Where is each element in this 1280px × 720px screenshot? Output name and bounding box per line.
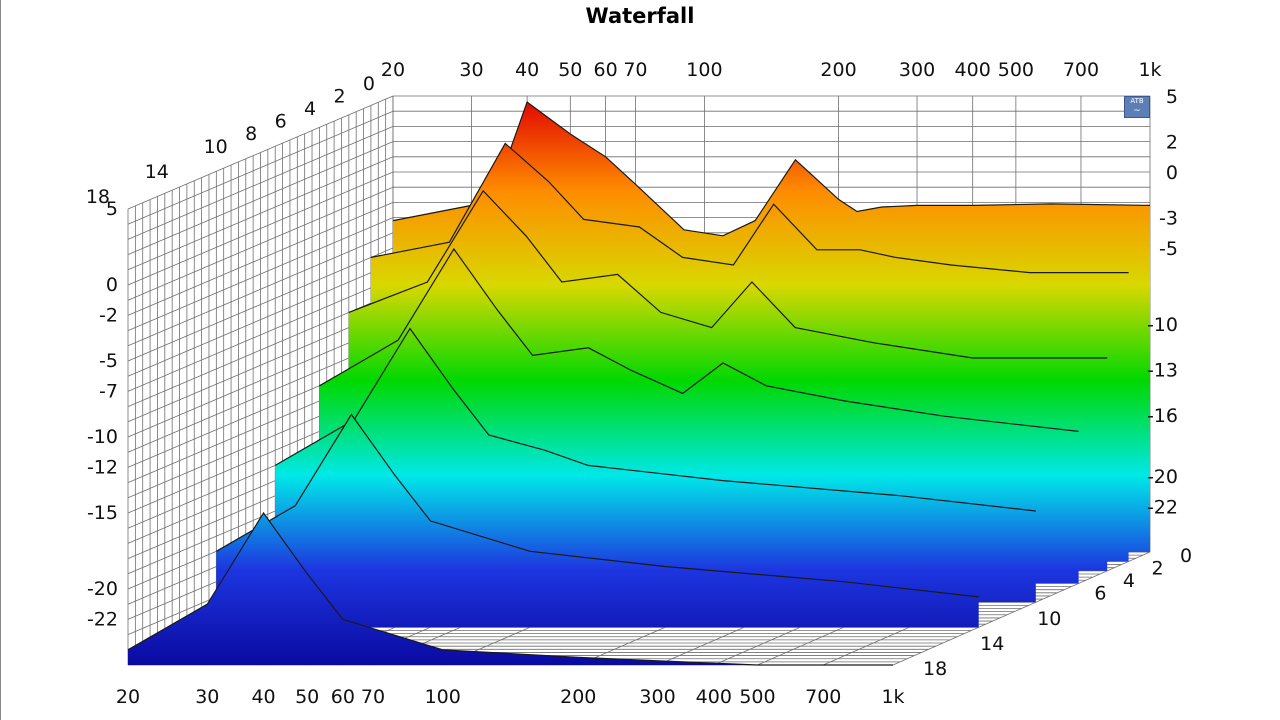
slice-line <box>216 413 979 598</box>
slice-line <box>370 142 1129 274</box>
x-tick-label-top: 60 <box>593 59 617 81</box>
y-tick-label-right: -5 <box>1159 238 1178 260</box>
x-tick-label-bottom: 100 <box>425 686 461 708</box>
x-tick-label-bottom: 1k <box>881 686 904 708</box>
z-tick-label-right: 18 <box>923 658 947 680</box>
y-tick-label-right: 5 <box>1166 86 1178 108</box>
x-tick-label-top: 100 <box>686 59 722 81</box>
atb-wave-icon: ~ <box>1133 106 1141 116</box>
x-tick-label-bottom: 30 <box>195 686 219 708</box>
x-tick-label-top: 300 <box>899 59 935 81</box>
y-tick-label-right: -22 <box>1147 496 1178 518</box>
x-tick-label-bottom: 50 <box>295 686 319 708</box>
z-tick-label-right: 10 <box>1037 608 1061 630</box>
y-tick-label-left: -15 <box>87 502 118 524</box>
y-tick-label-right: -20 <box>1147 466 1178 488</box>
y-tick-label-right: 0 <box>1166 162 1178 184</box>
y-tick-label-right: -13 <box>1147 360 1178 382</box>
y-tick-label-right: -10 <box>1147 314 1178 336</box>
slice-line <box>274 327 1036 512</box>
x-tick-label-top: 20 <box>381 59 405 81</box>
x-tick-label-top: 30 <box>459 59 483 81</box>
x-tick-label-top: 200 <box>820 59 856 81</box>
y-tick-label-right: 2 <box>1166 132 1178 154</box>
x-tick-label-bottom: 500 <box>739 686 775 708</box>
x-tick-label-bottom: 700 <box>805 686 841 708</box>
y-tick-label-left: -5 <box>99 350 118 372</box>
slice-line <box>348 189 1108 359</box>
y-tick-label-right: -3 <box>1159 208 1178 230</box>
x-tick-label-bottom: 200 <box>560 686 596 708</box>
z-tick-label-left: 14 <box>145 161 169 183</box>
z-tick-label-right: 4 <box>1123 570 1135 592</box>
z-tick-label-left: 0 <box>363 73 375 95</box>
y-tick-label-left: -22 <box>87 608 118 630</box>
slice-line <box>392 101 1151 237</box>
x-tick-label-bottom: 70 <box>361 686 385 708</box>
x-tick-label-bottom: 300 <box>639 686 675 708</box>
x-tick-label-top: 700 <box>1063 59 1099 81</box>
x-tick-label-bottom: 20 <box>116 686 140 708</box>
y-tick-label-left: -20 <box>87 578 118 600</box>
chart-title: Waterfall <box>585 4 695 28</box>
slice-fill <box>128 513 893 665</box>
z-tick-label-left: 10 <box>204 136 228 158</box>
z-tick-label-left: 18 <box>86 186 110 208</box>
atb-logo-text: ATB <box>1130 97 1144 105</box>
z-tick-label-right: 2 <box>1151 558 1163 580</box>
x-tick-label-top: 40 <box>515 59 539 81</box>
y-tick-label-left: -10 <box>87 426 118 448</box>
y-tick-label-left: 0 <box>106 274 118 296</box>
x-tick-label-top: 400 <box>955 59 991 81</box>
z-tick-label-left: 8 <box>245 123 257 145</box>
z-tick-label-left: 2 <box>333 86 345 108</box>
y-tick-label-left: 5 <box>106 198 118 220</box>
x-tick-label-top: 50 <box>558 59 582 81</box>
slice-line <box>127 511 893 666</box>
y-tick-label-left: -12 <box>87 456 118 478</box>
z-tick-label-right: 6 <box>1094 583 1106 605</box>
slice-fill <box>216 414 979 628</box>
x-tick-label-bottom: 60 <box>331 686 355 708</box>
y-tick-label-left: -7 <box>99 380 118 402</box>
z-tick-label-left: 4 <box>304 98 316 120</box>
spectral-slices <box>127 101 1151 666</box>
y-tick-label-right: -16 <box>1147 405 1178 427</box>
x-tick-label-bottom: 400 <box>696 686 732 708</box>
z-tick-label-right: 14 <box>980 633 1004 655</box>
x-tick-label-top: 70 <box>623 59 647 81</box>
atb-logo: ATB ~ <box>1124 96 1150 118</box>
slice-line <box>319 247 1079 432</box>
y-tick-label-left: -2 <box>99 304 118 326</box>
z-tick-label-left: 6 <box>275 111 287 133</box>
x-tick-label-top: 1k <box>1138 59 1161 81</box>
z-tick-label-right: 0 <box>1180 545 1192 567</box>
x-tick-label-bottom: 40 <box>251 686 275 708</box>
x-tick-label-top: 500 <box>998 59 1034 81</box>
